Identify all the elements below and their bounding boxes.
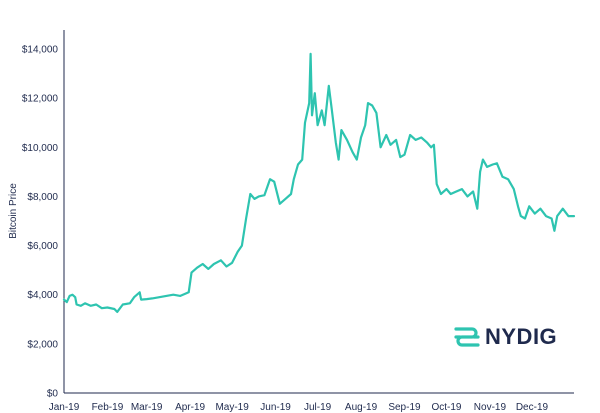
x-tick-label: May-19 [215,402,249,413]
y-tick-label: $2,000 [27,339,58,350]
x-axis-ticks: Jan-19 Feb-19 Mar-19 Apr-19 May-19 Jun-19 Jul-… [49,402,549,413]
y-tick-label: $6,000 [27,241,58,252]
x-tick-label: Feb-19 [92,402,124,413]
x-tick-label: Oct-19 [431,402,461,413]
x-tick-label: Mar-19 [131,402,163,413]
y-tick-label: $0 [47,389,59,400]
x-tick-label: Jan-19 [49,402,80,413]
nydig-logo-icon [454,327,480,347]
x-tick-label: Dec-19 [516,402,549,413]
x-tick-label: Nov-19 [474,402,507,413]
x-tick-label: Jun-19 [260,402,291,413]
y-tick-label: $10,000 [22,143,59,154]
nydig-logo: NYDIG [452,322,562,352]
y-tick-label: $12,000 [22,94,59,105]
y-tick-label: $8,000 [27,192,58,203]
x-tick-label: Apr-19 [175,402,205,413]
y-axis-label: Bitcoin Price [8,183,19,239]
y-axis-ticks: $0 $2,000 $4,000 $6,000 $8,000 $10,000 $12,000… [22,45,59,400]
y-tick-label: $4,000 [27,290,58,301]
series-line [62,52,576,313]
x-tick-label: Sep-19 [388,402,421,413]
nydig-logo-text: NYDIG [485,324,558,349]
x-tick-label: Aug-19 [345,402,378,413]
y-tick-label: $14,000 [22,45,59,56]
x-tick-label: Jul-19 [304,402,332,413]
